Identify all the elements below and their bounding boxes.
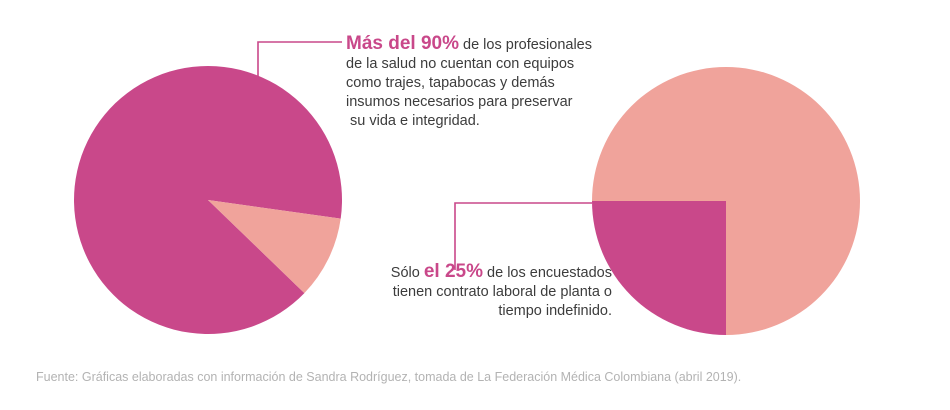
annotation-25-line-2: tienen contrato laboral de planta o <box>392 284 612 300</box>
pie-chart-contract-type <box>592 67 860 335</box>
pie1-slice-with-equipment <box>208 200 341 294</box>
pie-chart-health-equipment <box>74 65 343 334</box>
annotation-90-percent: Más del 90% de los profesionales de la s… <box>346 34 596 131</box>
leader-line-25 <box>454 202 592 270</box>
annotation-25-prefix: Sólo <box>390 265 424 281</box>
pie1-slice-without-equipment <box>74 65 343 334</box>
annotation-25-line-1: de los encuestados <box>483 265 612 281</box>
highlight-90-percent: Más del 90% <box>346 33 459 54</box>
annotation-25-percent: Sólo el 25% de los encuestados tienen co… <box>372 262 612 321</box>
annotation-90-line-3: como trajes, tapabocas y demás <box>346 75 555 91</box>
annotation-25-line-3: tiempo indefinido. <box>498 303 612 319</box>
leader-line-90 <box>257 41 342 76</box>
annotation-90-line-2: de la salud no cuentan con equipos <box>346 56 575 72</box>
pie2-slice-other-contract <box>592 67 860 335</box>
annotation-90-line-5: su vida e integridad. <box>346 113 480 129</box>
source-note: Fuente: Gráficas elaboradas con informac… <box>36 370 742 384</box>
pie2-slice-permanent-contract <box>592 201 726 335</box>
annotation-90-line-1: de los profesionales <box>459 37 592 53</box>
highlight-25-percent: el 25% <box>423 261 484 282</box>
annotation-90-line-4: insumos necesarios para preservar <box>346 94 573 110</box>
